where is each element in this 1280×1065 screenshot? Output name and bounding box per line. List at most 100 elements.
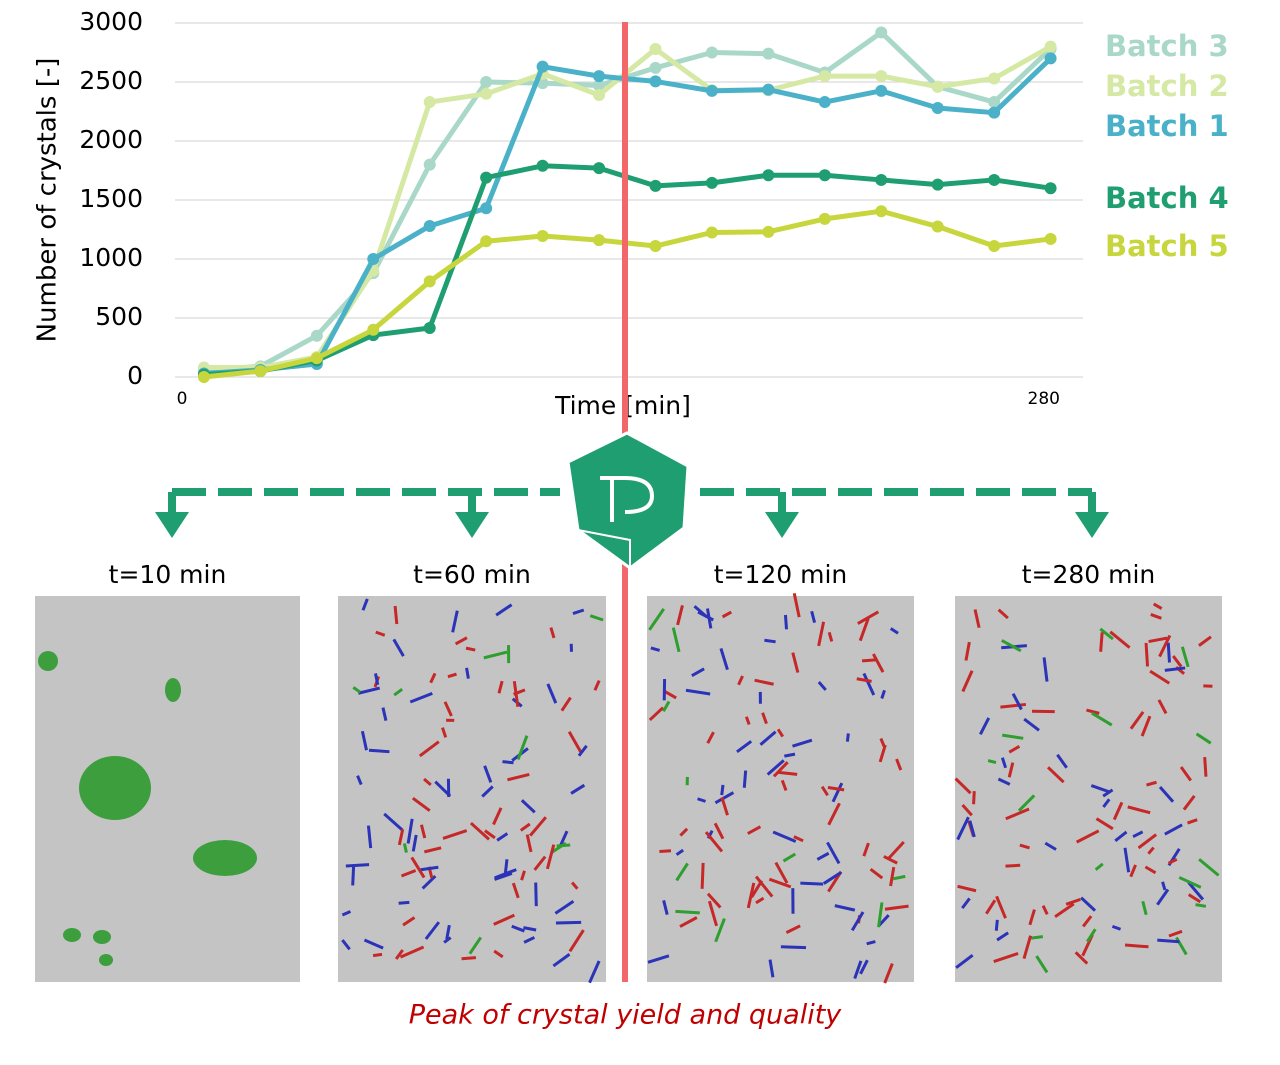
data-point bbox=[1045, 233, 1057, 245]
data-point bbox=[367, 324, 379, 336]
crystal bbox=[93, 930, 111, 944]
data-point bbox=[819, 96, 831, 108]
data-point bbox=[932, 102, 944, 114]
panel-label: t=280 min bbox=[1022, 560, 1156, 589]
crystal bbox=[862, 660, 877, 661]
y-tick-label: 2500 bbox=[79, 66, 143, 95]
data-point bbox=[649, 240, 661, 252]
crystal bbox=[974, 791, 975, 804]
data-point bbox=[480, 88, 492, 100]
data-point bbox=[311, 330, 323, 342]
crystal bbox=[369, 750, 389, 751]
data-point bbox=[593, 89, 605, 101]
data-point bbox=[988, 174, 1000, 186]
crystal bbox=[1157, 940, 1179, 942]
data-point bbox=[424, 96, 436, 108]
crystal bbox=[1031, 937, 1043, 939]
crystal bbox=[1195, 905, 1205, 907]
micrograph bbox=[955, 596, 1222, 982]
data-point bbox=[537, 230, 549, 242]
logo bbox=[568, 433, 688, 568]
data-point bbox=[537, 160, 549, 172]
crystal bbox=[193, 840, 257, 876]
data-point bbox=[649, 75, 661, 87]
data-point bbox=[875, 85, 887, 97]
data-point bbox=[988, 240, 1000, 252]
data-point bbox=[649, 180, 661, 192]
crystal bbox=[1205, 757, 1206, 777]
data-point bbox=[762, 84, 774, 96]
crystal bbox=[38, 651, 58, 671]
crystal bbox=[744, 771, 745, 788]
data-point bbox=[424, 275, 436, 287]
data-point bbox=[819, 213, 831, 225]
data-point bbox=[706, 226, 718, 238]
crystal bbox=[346, 865, 369, 866]
data-point bbox=[424, 322, 436, 334]
y-tick-label: 3000 bbox=[79, 7, 143, 36]
y-tick-label: 2000 bbox=[79, 125, 143, 154]
data-point bbox=[198, 371, 210, 383]
crystal bbox=[63, 928, 81, 942]
legend-label: Batch 4 bbox=[1105, 181, 1229, 215]
panel-label: t=60 min bbox=[413, 560, 531, 589]
micrographs: t=10 min t=60 min t=120 min t=280 min bbox=[35, 560, 1222, 983]
data-point bbox=[593, 162, 605, 174]
crystal bbox=[79, 756, 151, 820]
data-point bbox=[424, 159, 436, 171]
legend-label: Batch 1 bbox=[1105, 109, 1229, 143]
data-point bbox=[537, 61, 549, 73]
crystal bbox=[353, 866, 354, 885]
data-point bbox=[932, 179, 944, 191]
crystal bbox=[784, 754, 795, 756]
crystal bbox=[467, 668, 469, 679]
crystal bbox=[557, 845, 571, 846]
panel-label: t=10 min bbox=[109, 560, 227, 589]
data-point bbox=[593, 70, 605, 82]
data-point bbox=[649, 43, 661, 55]
crystal bbox=[781, 947, 806, 948]
crystal bbox=[399, 902, 410, 903]
crystal bbox=[702, 863, 703, 889]
data-point bbox=[480, 76, 492, 88]
x-tick-label: 280 bbox=[1028, 389, 1060, 409]
crystal bbox=[675, 911, 699, 913]
crystal bbox=[996, 920, 997, 931]
crystal bbox=[536, 883, 537, 907]
crystal bbox=[373, 954, 382, 955]
crystal bbox=[777, 772, 797, 774]
crystal bbox=[800, 883, 823, 884]
data-point bbox=[988, 107, 1000, 119]
y-tick-label: 0 bbox=[127, 361, 143, 390]
crystal bbox=[502, 762, 513, 763]
panel-label: t=120 min bbox=[714, 560, 848, 589]
data-point bbox=[819, 169, 831, 181]
legend-label: Batch 3 bbox=[1105, 29, 1229, 63]
crystal bbox=[1006, 865, 1021, 866]
crystal bbox=[659, 851, 671, 852]
crystal bbox=[1146, 643, 1147, 666]
data-point bbox=[875, 26, 887, 38]
crystal bbox=[764, 640, 775, 642]
crystal bbox=[505, 859, 507, 875]
data-point bbox=[593, 234, 605, 246]
crystal bbox=[1168, 643, 1169, 663]
crystal bbox=[847, 733, 848, 741]
data-point bbox=[819, 70, 831, 82]
data-point bbox=[706, 177, 718, 189]
crystal bbox=[785, 615, 786, 629]
data-point bbox=[932, 221, 944, 233]
crystal bbox=[462, 958, 476, 959]
crystal bbox=[404, 843, 406, 852]
data-point bbox=[1045, 52, 1057, 64]
y-tick-label: 1500 bbox=[79, 184, 143, 213]
data-point bbox=[254, 365, 266, 377]
micrograph bbox=[35, 596, 300, 982]
data-point bbox=[1045, 41, 1057, 53]
data-point bbox=[424, 220, 436, 232]
data-point bbox=[706, 85, 718, 97]
crystal bbox=[99, 954, 113, 966]
data-point bbox=[875, 174, 887, 186]
crystal bbox=[1125, 945, 1148, 947]
crystal bbox=[722, 785, 723, 795]
